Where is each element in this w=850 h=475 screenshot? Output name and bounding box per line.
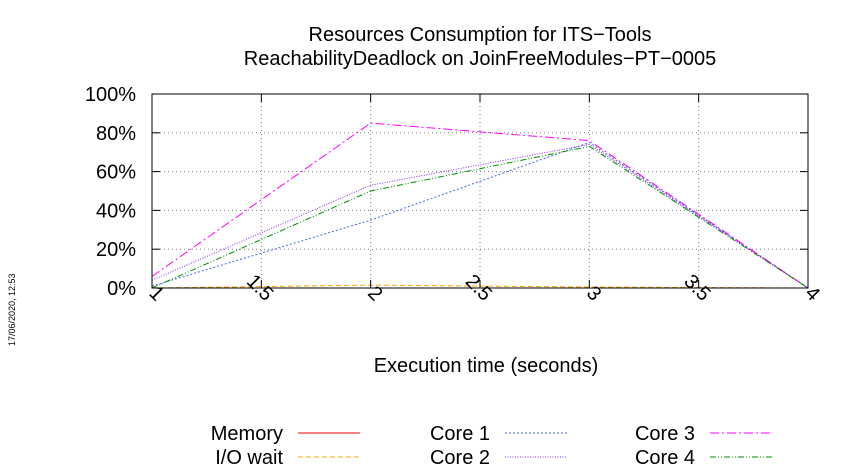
x-tick-label: 1 — [145, 282, 168, 305]
legend-label: Core 1 — [430, 423, 490, 445]
x-tick-label: 3.5 — [679, 270, 714, 305]
legend-label: Core 4 — [635, 447, 695, 469]
x-axis-label: Execution time (seconds) — [374, 355, 599, 377]
timestamp-label: 17/06/2020, 12:53 — [7, 273, 17, 346]
x-tick-label: 2 — [363, 282, 386, 305]
legend-label: Core 2 — [430, 447, 490, 469]
grid-lines — [152, 94, 808, 288]
legend-label: Core 3 — [635, 423, 695, 445]
x-tick-label: 3 — [582, 282, 605, 305]
series-line-core-4 — [151, 145, 809, 289]
series-line-core-3 — [151, 122, 809, 289]
chart-title-line-1: Resources Consumption for ITS−Tools — [309, 24, 652, 46]
legend-label: Memory — [211, 423, 283, 445]
chart-title-line-2: ReachabilityDeadlock on JoinFreeModules−… — [244, 48, 717, 70]
x-tick-label: 1.5 — [242, 270, 277, 305]
y-axis-ticks: 0% 20% 40% 60% 80% 100% — [85, 84, 808, 300]
legend-label: I/O wait — [215, 447, 283, 469]
y-tick-label: 20% — [96, 239, 136, 261]
y-tick-label: 100% — [85, 84, 136, 106]
y-tick-label: 80% — [96, 123, 136, 145]
y-tick-label: 40% — [96, 200, 136, 222]
x-axis-ticks: 1 1.5 2 2.5 3 3.5 4 — [145, 94, 824, 306]
x-tick-label: 2.5 — [461, 270, 496, 305]
series-lines — [151, 122, 809, 289]
y-tick-label: 60% — [96, 162, 136, 184]
series-line-core-1 — [151, 141, 809, 289]
chart-title: Resources Consumption for ITS−ToolsReach… — [244, 24, 717, 70]
y-tick-label: 0% — [107, 278, 136, 300]
